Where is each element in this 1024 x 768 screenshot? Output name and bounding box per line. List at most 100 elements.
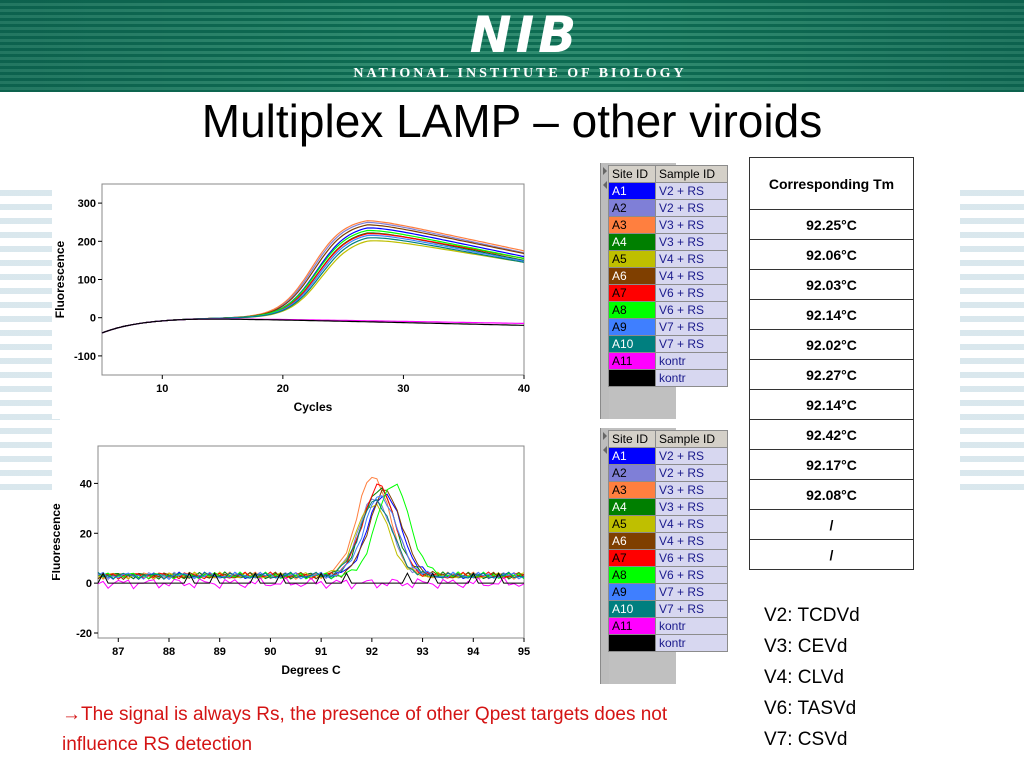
legend-site-id: A11 [608, 352, 656, 370]
nib-logo: NIB [469, 6, 581, 64]
x-tick-label: 30 [397, 383, 409, 395]
legend-sample-id: V3 + RS [655, 481, 728, 499]
x-tick-label: 40 [518, 383, 530, 395]
legend-row[interactable]: A2 V2 + RS [608, 464, 728, 482]
legend-row[interactable]: A4 V3 + RS [608, 233, 728, 251]
legend-row[interactable]: A4 V3 + RS [608, 498, 728, 516]
x-tick-label: 91 [315, 646, 327, 658]
legend-sample-id: V3 + RS [655, 216, 728, 234]
tm-table: Corresponding Tm 92.25°C 92.06°C 92.03°C 92… [749, 157, 914, 570]
legend-row[interactable]: A11 kontr [608, 352, 728, 370]
tm-value: 92.17°C [749, 449, 914, 480]
y-tick-label: 300 [78, 198, 96, 210]
legend-site-id: A5 [608, 515, 656, 533]
legend-site-id: A8 [608, 301, 656, 319]
tm-row: 92.03°C [749, 269, 914, 300]
tm-row: 92.14°C [749, 299, 914, 330]
splitter-arrows-icon [603, 432, 607, 454]
tm-header: Corresponding Tm [749, 157, 914, 210]
legend-row[interactable]: kontr [608, 634, 728, 652]
legend-sample-id: V2 + RS [655, 464, 728, 482]
viroid-key-item: V4: CLVd [764, 667, 844, 688]
tm-row: 92.08°C [749, 479, 914, 510]
legend-row[interactable]: A11 kontr [608, 617, 728, 635]
y-tick-label: 200 [78, 236, 96, 248]
legend-site-id: A6 [608, 532, 656, 550]
legend-row[interactable]: A1 V2 + RS [608, 182, 728, 200]
sample-id-header[interactable]: Sample ID [655, 165, 728, 183]
legend-row[interactable]: kontr [608, 369, 728, 387]
legend-sample-id: kontr [655, 369, 728, 387]
legend-sample-id: kontr [655, 634, 728, 652]
tm-value: / [749, 509, 914, 540]
legend-row[interactable]: A6 V4 + RS [608, 532, 728, 550]
legend-row[interactable]: A7 V6 + RS [608, 284, 728, 302]
tm-value: 92.25°C [749, 209, 914, 240]
tm-value: 92.08°C [749, 479, 914, 510]
viroid-key-item: V7: CSVd [764, 729, 848, 750]
y-tick-label: 20 [80, 528, 92, 540]
legend-site-id: A3 [608, 216, 656, 234]
decorative-stripes-left [0, 190, 60, 490]
amplification-chart-panel: 10 20 30 40 -100 0 100 200 300 Cycles Fluorescence… [52, 163, 728, 419]
legend-site-id: A6 [608, 267, 656, 285]
melt-curve [97, 499, 525, 580]
legend-row[interactable]: A2 V2 + RS [608, 199, 728, 217]
sample-legend: Site ID Sample ID A1 V2 + RS A2 V2 + RS A3 V3… [608, 165, 728, 387]
institute-name: NATIONAL INSTITUTE OF BIOLOGY [353, 66, 687, 81]
legend-row[interactable]: A3 V3 + RS [608, 216, 728, 234]
plot-area [97, 445, 525, 639]
legend-sample-id: V7 + RS [655, 600, 728, 618]
legend-sample-id: V3 + RS [655, 233, 728, 251]
legend-row[interactable]: A8 V6 + RS [608, 566, 728, 584]
legend-rows: A1 V2 + RS A2 V2 + RS A3 V3 + RS A4 V3 + RS A5 V4… [608, 182, 728, 387]
y-tick-label: 100 [78, 275, 96, 287]
site-id-header[interactable]: Site ID [608, 165, 656, 183]
melt-curve [97, 483, 525, 580]
legend-row[interactable]: A9 V7 + RS [608, 318, 728, 336]
legend-sample-id: kontr [655, 352, 728, 370]
tm-row: 92.27°C [749, 359, 914, 390]
legend-row[interactable]: A6 V4 + RS [608, 267, 728, 285]
legend-row[interactable]: A5 V4 + RS [608, 250, 728, 268]
legend-site-id: A1 [608, 182, 656, 200]
legend-site-id: A5 [608, 250, 656, 268]
x-tick-label: 89 [214, 646, 226, 658]
tm-value: 92.03°C [749, 269, 914, 300]
legend-site-id: A4 [608, 498, 656, 516]
y-tick-label: -20 [76, 628, 92, 640]
legend-row[interactable]: A9 V7 + RS [608, 583, 728, 601]
legend-site-id [608, 634, 656, 652]
slide-title: Multiplex LAMP – other viroids [201, 95, 823, 147]
legend-row[interactable]: A7 V6 + RS [608, 549, 728, 567]
legend-sample-id: V7 + RS [655, 335, 728, 353]
legend-sample-id: V2 + RS [655, 199, 728, 217]
y-axis-label: Fluorescence [53, 240, 67, 318]
legend-row[interactable]: A10 V7 + RS [608, 335, 728, 353]
x-tick-label: 92 [366, 646, 378, 658]
x-tick-label: 90 [264, 646, 276, 658]
y-tick-label: 40 [80, 478, 92, 490]
x-axis-label: Cycles [294, 400, 333, 414]
viroid-key-item: V6: TASVd [764, 698, 857, 719]
legend-row[interactable]: A5 V4 + RS [608, 515, 728, 533]
legend-sample-id: V6 + RS [655, 301, 728, 319]
legend-row[interactable]: A1 V2 + RS [608, 447, 728, 465]
legend-rows: A1 V2 + RS A2 V2 + RS A3 V3 + RS A4 V3 + RS A5 V4… [608, 447, 728, 652]
header-banner-shade [0, 0, 1024, 92]
legend-row[interactable]: A3 V3 + RS [608, 481, 728, 499]
tm-value: 92.14°C [749, 389, 914, 420]
legend-site-id: A9 [608, 318, 656, 336]
x-tick-label: 93 [416, 646, 428, 658]
splitter-arrows-icon [603, 167, 607, 189]
legend-row[interactable]: A10 V7 + RS [608, 600, 728, 618]
legend-table: Site ID Sample ID A1 V2 + RS A2 V2 + RS A3 V3… [608, 165, 728, 387]
legend-row[interactable]: A8 V6 + RS [608, 301, 728, 319]
panel-splitter[interactable] [600, 428, 609, 684]
legend-site-id: A4 [608, 233, 656, 251]
sample-id-header[interactable]: Sample ID [655, 430, 728, 448]
site-id-header[interactable]: Site ID [608, 430, 656, 448]
viroid-key-item: V3: CEVd [764, 636, 848, 657]
panel-splitter[interactable] [600, 163, 609, 419]
tm-row: 92.14°C [749, 389, 914, 420]
